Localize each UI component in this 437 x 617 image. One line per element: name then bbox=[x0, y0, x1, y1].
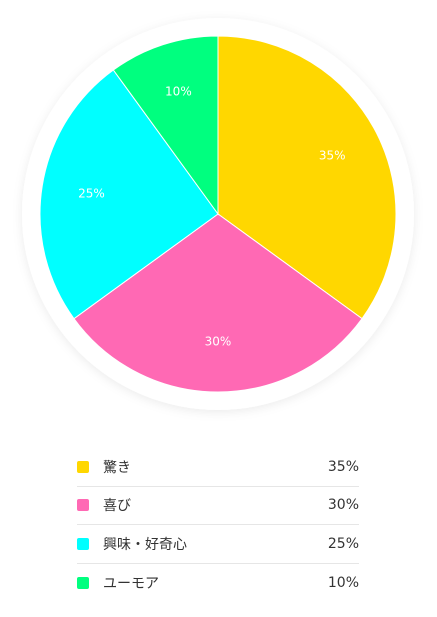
legend-swatch-icon bbox=[77, 499, 89, 512]
legend-value: 35% bbox=[327, 458, 359, 475]
legend-label: 興味・好奇心 bbox=[103, 536, 187, 553]
pie-chart-svg: 35% 30% 25% 10% bbox=[22, 18, 414, 410]
legend-item: ユーモア 10% bbox=[77, 564, 359, 603]
pie-slice bbox=[39, 69, 219, 320]
legend-value: 10% bbox=[327, 574, 359, 591]
legend-swatch-icon bbox=[77, 537, 89, 550]
pie-slice-label: 35% bbox=[319, 148, 346, 162]
legend-item: 喜び 30% bbox=[77, 487, 359, 525]
pie-slice bbox=[217, 35, 397, 320]
pie-slice-label: 10% bbox=[165, 85, 192, 99]
legend-label: 驚き bbox=[103, 459, 131, 476]
pie-slice-label: 30% bbox=[205, 335, 232, 349]
pie-slice bbox=[112, 35, 219, 216]
pie-slice-label: 25% bbox=[78, 186, 105, 200]
legend-item: 興味・好奇心 25% bbox=[77, 525, 359, 564]
legend-swatch-icon bbox=[77, 460, 89, 473]
legend-value: 25% bbox=[327, 535, 359, 552]
legend-item: 驚き 35% bbox=[77, 448, 359, 487]
legend-value: 30% bbox=[327, 497, 359, 514]
legend-label: ユーモア bbox=[103, 575, 159, 592]
pie-chart: 35% 30% 25% 10% bbox=[22, 18, 414, 410]
pie-slice bbox=[73, 213, 363, 393]
legend-label: 喜び bbox=[103, 498, 131, 515]
legend: 驚き 35% 喜び 30% 興味・好奇心 25% ユーモア 10% bbox=[77, 448, 359, 602]
legend-swatch-icon bbox=[77, 576, 89, 589]
